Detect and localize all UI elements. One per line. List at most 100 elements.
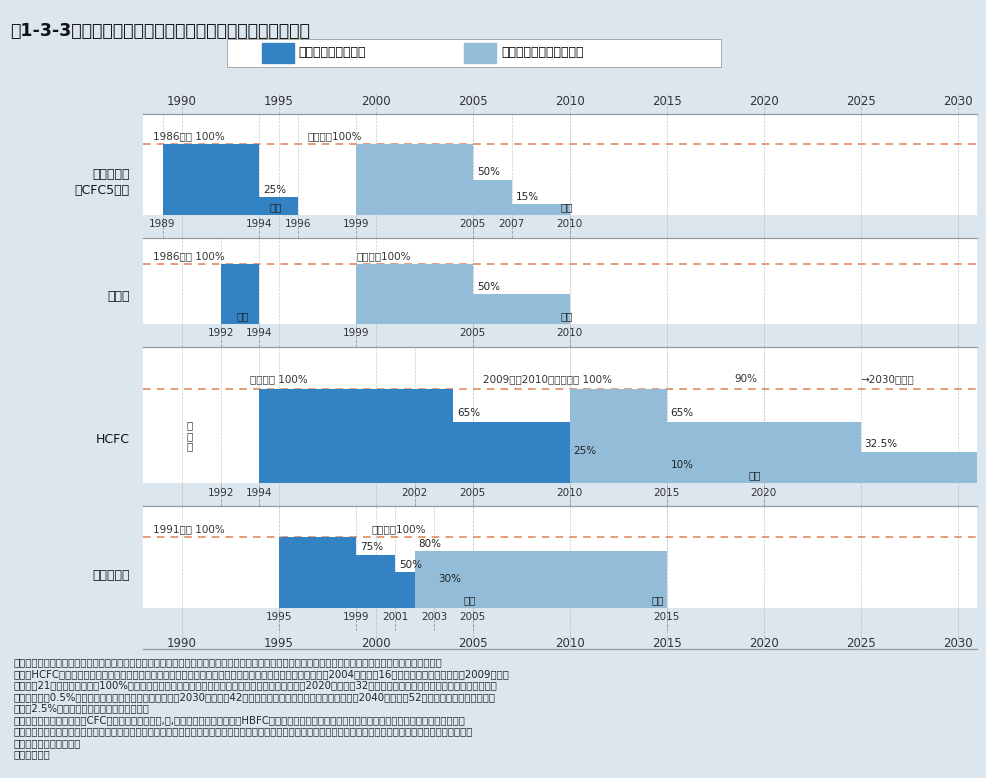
Text: 2005: 2005 (458, 637, 487, 650)
Text: 2015: 2015 (653, 612, 679, 622)
Text: 全廃: 全廃 (462, 595, 475, 605)
Bar (569, 460, 667, 483)
Text: 1994: 1994 (246, 219, 272, 230)
Text: 先進国に対する規制: 先進国に対する規制 (298, 47, 366, 59)
Text: 2001: 2001 (382, 612, 408, 622)
Text: 全廃: 全廃 (236, 311, 248, 321)
Text: 2020: 2020 (748, 637, 778, 650)
Text: 32.5%: 32.5% (864, 439, 897, 449)
Text: 2007: 2007 (498, 219, 525, 230)
Text: 50%: 50% (476, 167, 499, 177)
Text: 90%: 90% (734, 374, 757, 384)
Text: 2005: 2005 (459, 612, 485, 622)
Bar (356, 265, 472, 324)
Bar (453, 422, 569, 483)
Text: 2015: 2015 (652, 637, 681, 650)
Text: 15%: 15% (515, 191, 538, 202)
Text: 全廃: 全廃 (560, 202, 572, 212)
Text: 75%: 75% (360, 542, 384, 552)
Text: 2020: 2020 (748, 94, 778, 107)
Text: 資料：環境省: 資料：環境省 (14, 750, 50, 759)
Text: 80%: 80% (418, 539, 441, 548)
Bar (472, 180, 511, 215)
Text: 2010: 2010 (556, 488, 583, 498)
Text: ３：この他、「その他のCFC」、四塩化炭素、１,１,１－トリクロロエタン、HBFC、ブロモクロロメタンについても規制スケジュールが定められている。: ３：この他、「その他のCFC」、四塩化炭素、１,１,１－トリクロロエタン、HBF… (14, 715, 465, 725)
Text: 50%: 50% (476, 282, 499, 292)
Bar (259, 197, 298, 215)
Bar (434, 587, 472, 608)
Text: 2030: 2030 (942, 637, 971, 650)
Text: 基準量比100%: 基準量比100% (308, 131, 362, 141)
Text: 全廃: 全廃 (269, 202, 281, 212)
Text: 2025: 2025 (845, 637, 875, 650)
Text: 1995: 1995 (263, 637, 294, 650)
Text: 1992: 1992 (207, 488, 234, 498)
Bar (356, 145, 472, 215)
Text: 全廃: 全廃 (747, 470, 760, 480)
Text: 1989: 1989 (149, 219, 176, 230)
Bar (414, 552, 667, 608)
Text: 2009年と2010年の平均比 100%: 2009年と2010年の平均比 100% (482, 374, 611, 384)
Bar (394, 573, 434, 608)
Text: 1999: 1999 (343, 219, 370, 230)
Text: 全廃: 全廃 (560, 311, 572, 321)
Text: →2030年全廃: →2030年全廃 (860, 374, 914, 384)
Bar (860, 452, 976, 483)
Text: 2030: 2030 (942, 94, 971, 107)
Text: 1995: 1995 (265, 612, 292, 622)
Text: 基準量比 100%: 基準量比 100% (249, 374, 308, 384)
Text: 特定フロン
（CFC5種）: 特定フロン （CFC5種） (74, 167, 129, 197)
Text: 全廃: 全廃 (651, 595, 664, 605)
Text: 1999: 1999 (343, 612, 370, 622)
Text: 2005: 2005 (459, 488, 485, 498)
Text: ２：HCFCの生産量についても、消費量とほぼ同様の規制スケジュールが設けられている（先進国において、2004年（平成16年）から規制が開始され、2009年（平: ２：HCFCの生産量についても、消費量とほぼ同様の規制スケジュールが設けられてい… (14, 669, 509, 679)
Bar (261, 43, 294, 63)
Text: 1996: 1996 (285, 219, 312, 230)
Text: 25%: 25% (573, 446, 597, 456)
Bar (163, 145, 259, 215)
Text: 1994: 1994 (246, 328, 272, 338)
Text: 2025: 2025 (845, 94, 875, 107)
Text: 消
費
量: 消 費 量 (186, 420, 192, 452)
Text: 2015: 2015 (652, 94, 681, 107)
Bar (463, 43, 495, 63)
Text: 1992: 1992 (207, 328, 234, 338)
Text: 1986年比 100%: 1986年比 100% (153, 131, 225, 141)
Text: 2010: 2010 (556, 219, 583, 230)
Text: 30%: 30% (438, 574, 460, 584)
Bar (221, 265, 259, 324)
Text: 2015: 2015 (653, 488, 679, 498)
Bar (511, 204, 569, 215)
Text: HCFC: HCFC (96, 433, 129, 446)
Text: 2020: 2020 (750, 488, 776, 498)
Text: 1991年比 100%: 1991年比 100% (153, 524, 225, 534)
Text: 2005: 2005 (458, 94, 487, 107)
Text: ４：生産等が全廃になった物質であっても、開発途上国の基礎的な需要を満たすための生産及び試験研究・分析などの必要不可欠な用途についての生産等は規則対象: ４：生産等が全廃になった物質であっても、開発途上国の基礎的な需要を満たすための生… (14, 727, 472, 737)
Text: 基準量比100%: 基準量比100% (356, 251, 410, 261)
Text: 1995: 1995 (263, 94, 294, 107)
Bar (279, 538, 356, 608)
Text: 1990: 1990 (167, 637, 196, 650)
Text: 65%: 65% (457, 408, 480, 419)
Text: 2010: 2010 (556, 328, 583, 338)
Text: 注１：各物質のグループごとに、生産量及び消費量（＝生産量＋輸入量－輸出量）の削減が義務付けれれている。基準量はモントリオール議定書に基づく。: 注１：各物質のグループごとに、生産量及び消費量（＝生産量＋輸入量－輸出量）の削減… (14, 657, 442, 668)
Bar (472, 294, 569, 324)
Text: ハロン: ハロン (106, 289, 129, 303)
Text: 2002: 2002 (401, 488, 427, 498)
Bar (259, 388, 453, 483)
Bar (356, 555, 394, 608)
Text: 65%: 65% (670, 408, 693, 419)
Text: 25%: 25% (263, 184, 286, 194)
Text: 2010: 2010 (554, 94, 584, 107)
Text: 1986年比 100%: 1986年比 100% (153, 251, 225, 261)
Bar (569, 388, 667, 483)
Text: 50%: 50% (398, 560, 422, 570)
Text: 2005: 2005 (459, 219, 485, 230)
Text: 2000: 2000 (361, 94, 390, 107)
Text: 10%: 10% (670, 461, 693, 470)
Text: 1994: 1994 (246, 488, 272, 498)
Text: 2010: 2010 (554, 637, 584, 650)
Bar (667, 474, 763, 483)
Text: 外となっている。: 外となっている。 (14, 738, 81, 748)
Text: 臭化メチル: 臭化メチル (92, 569, 129, 582)
